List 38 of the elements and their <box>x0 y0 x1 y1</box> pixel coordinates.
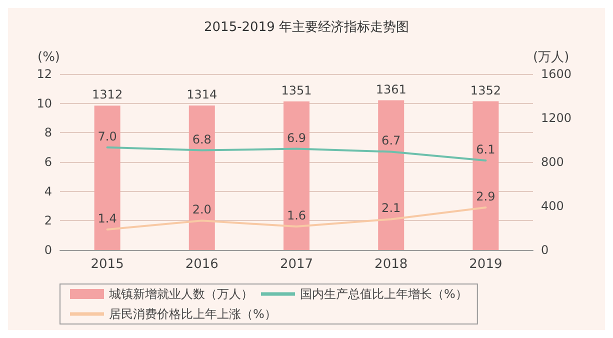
y-tick-label: 8 <box>44 126 52 140</box>
y2-tick-label: 1200 <box>541 111 572 125</box>
data-label: 2.1 <box>382 201 401 216</box>
data-label: 6.9 <box>286 130 306 145</box>
y-axis-title: (%) <box>38 50 60 65</box>
y2-tick-label: 1600 <box>541 67 572 81</box>
data-label: 6.1 <box>476 142 496 157</box>
data-label: 1.6 <box>286 208 306 223</box>
y-tick-label: 0 <box>44 243 52 257</box>
x-tick-label: 2017 <box>280 257 314 272</box>
y2-tick-label: 800 <box>541 155 564 169</box>
y-tick-label: 12 <box>36 67 52 81</box>
y-tick-label: 10 <box>36 96 52 110</box>
x-tick-label: 2019 <box>469 257 502 272</box>
legend-label: 城镇新增就业人数（万人） <box>108 287 253 301</box>
x-tick-label: 2018 <box>374 257 408 272</box>
y2-tick-label: 400 <box>541 199 564 213</box>
data-label: 1312 <box>92 88 123 102</box>
y2-tick-label: 0 <box>541 243 549 257</box>
data-label: 1361 <box>376 82 406 96</box>
legend-label: 国内生产总值比上年增长（%） <box>300 287 468 301</box>
data-label: 6.8 <box>192 132 212 146</box>
data-label: 2.9 <box>476 189 496 204</box>
chart-title: 2015-2019 年主要经济指标走势图 <box>204 19 409 35</box>
data-label: 6.7 <box>382 134 401 148</box>
y-tick-label: 2 <box>44 214 52 228</box>
data-label: 1314 <box>186 87 218 102</box>
y-tick-label: 4 <box>44 184 52 198</box>
data-label: 2.0 <box>192 202 212 217</box>
data-label: 1352 <box>470 83 501 98</box>
x-tick-label: 2015 <box>90 257 124 272</box>
x-tick-label: 2016 <box>185 257 218 272</box>
data-label: 7.0 <box>98 129 117 144</box>
legend-label: 居民消费价格比上年上涨（%） <box>109 307 276 321</box>
data-label: 1351 <box>281 83 312 98</box>
data-label: 1.4 <box>98 211 117 226</box>
y2-axis-title: (万人) <box>533 50 570 65</box>
y-tick-label: 6 <box>44 155 52 169</box>
